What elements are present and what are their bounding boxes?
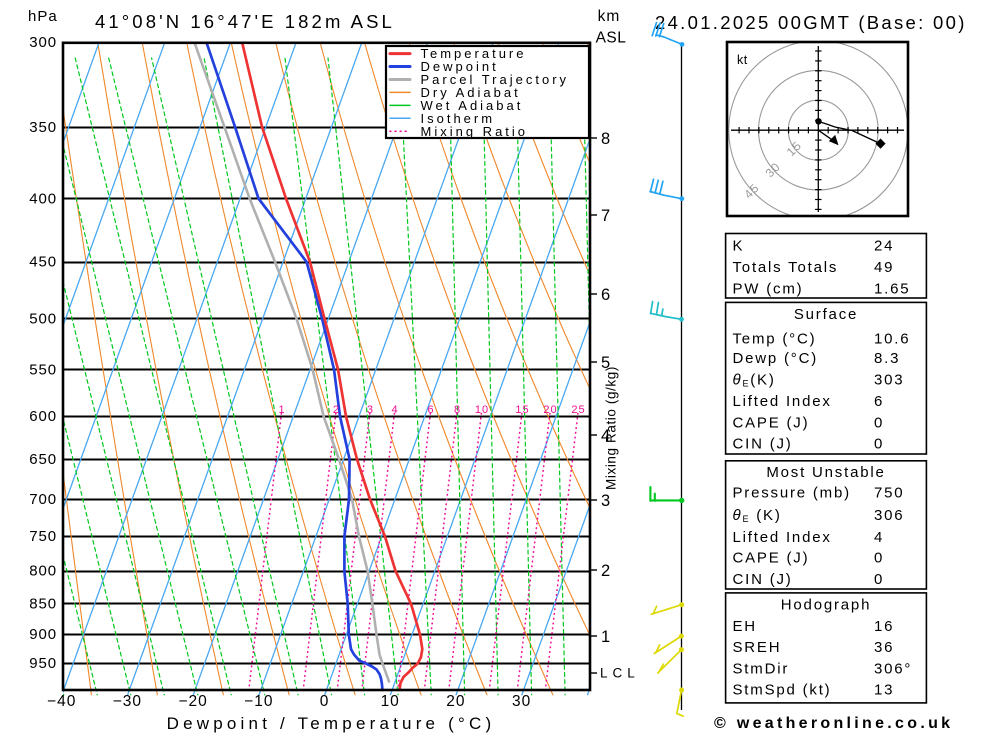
svg-text:306: 306 <box>874 507 904 524</box>
svg-text:−10: −10 <box>244 693 273 710</box>
svg-text:400: 400 <box>29 191 57 208</box>
svg-text:1: 1 <box>601 628 610 646</box>
svg-text:8: 8 <box>454 404 461 416</box>
svg-text:303: 303 <box>874 371 904 388</box>
svg-text:km: km <box>598 8 621 25</box>
svg-text:4: 4 <box>601 427 610 445</box>
svg-text:EH: EH <box>733 618 757 635</box>
svg-text:CAPE (J): CAPE (J) <box>733 550 810 567</box>
svg-text:10: 10 <box>475 404 489 416</box>
svg-text:Dewpoint: Dewpoint <box>421 59 499 74</box>
svg-text:10.6: 10.6 <box>874 330 910 347</box>
svg-text:CAPE (J): CAPE (J) <box>733 414 810 431</box>
svg-text:500: 500 <box>29 310 57 327</box>
svg-text:6: 6 <box>874 393 884 410</box>
svg-text:PW (cm): PW (cm) <box>733 280 804 297</box>
svg-text:3: 3 <box>601 492 610 510</box>
svg-text:Pressure (mb): Pressure (mb) <box>733 485 851 502</box>
svg-text:7: 7 <box>601 207 610 225</box>
svg-text:Wet Adiabat: Wet Adiabat <box>421 98 524 113</box>
svg-text:Dewp (°C): Dewp (°C) <box>733 350 819 367</box>
svg-text:13: 13 <box>874 682 894 699</box>
svg-text:950: 950 <box>29 655 57 672</box>
svg-text:© weatheronline.co.uk: © weatheronline.co.uk <box>714 715 953 732</box>
svg-text:2: 2 <box>333 404 340 416</box>
svg-text:CIN (J): CIN (J) <box>733 435 793 452</box>
svg-text:Mixing Ratio: Mixing Ratio <box>421 124 529 139</box>
svg-text:0: 0 <box>874 571 884 588</box>
svg-text:750: 750 <box>874 485 904 502</box>
svg-text:16: 16 <box>874 618 894 635</box>
svg-text:24.01.2025 00GMT (Base: 00): 24.01.2025 00GMT (Base: 00) <box>655 12 967 33</box>
svg-text:−40: −40 <box>47 693 76 710</box>
svg-text:hPa: hPa <box>28 8 58 25</box>
svg-text:Hodograph: Hodograph <box>781 597 871 614</box>
svg-text:K: K <box>733 238 745 255</box>
svg-text:25: 25 <box>571 404 585 416</box>
svg-text:306°: 306° <box>874 660 912 677</box>
svg-text:4: 4 <box>391 404 398 416</box>
svg-text:Temp (°C): Temp (°C) <box>733 330 817 347</box>
svg-text:24: 24 <box>874 238 894 255</box>
svg-text:8: 8 <box>601 130 610 148</box>
svg-text:θE (K): θE (K) <box>733 507 782 524</box>
svg-text:8.3: 8.3 <box>874 350 900 367</box>
svg-text:StmDir: StmDir <box>733 660 790 677</box>
svg-text:600: 600 <box>29 408 57 425</box>
svg-text:0: 0 <box>320 693 330 710</box>
svg-text:650: 650 <box>29 451 57 468</box>
svg-text:5: 5 <box>601 354 610 372</box>
svg-text:450: 450 <box>29 254 57 271</box>
svg-text:Mixing Ratio (g/kg): Mixing Ratio (g/kg) <box>604 366 619 490</box>
svg-text:1.65: 1.65 <box>874 280 910 297</box>
svg-text:ASL: ASL <box>596 30 627 47</box>
svg-text:Lifted Index: Lifted Index <box>733 393 832 410</box>
svg-text:θE(K): θE(K) <box>733 371 776 388</box>
svg-text:36: 36 <box>874 639 894 656</box>
svg-text:−20: −20 <box>178 693 207 710</box>
svg-text:SREH: SREH <box>733 639 782 656</box>
svg-text:StmSpd (kt): StmSpd (kt) <box>733 682 832 699</box>
svg-text:4: 4 <box>874 529 884 546</box>
svg-text:550: 550 <box>29 362 57 379</box>
svg-text:6: 6 <box>601 286 610 304</box>
svg-text:350: 350 <box>29 119 57 136</box>
svg-text:Lifted Index: Lifted Index <box>733 529 832 546</box>
svg-text:6: 6 <box>427 404 434 416</box>
svg-text:30: 30 <box>512 693 531 710</box>
svg-text:15: 15 <box>515 404 529 416</box>
svg-text:3: 3 <box>367 404 374 416</box>
svg-text:kt: kt <box>737 53 748 67</box>
svg-text:Surface: Surface <box>794 306 858 323</box>
svg-text:Dry Adiabat: Dry Adiabat <box>421 85 521 100</box>
svg-text:1: 1 <box>278 404 285 416</box>
svg-text:Temperature: Temperature <box>421 46 527 61</box>
svg-text:900: 900 <box>29 626 57 643</box>
svg-text:−30: −30 <box>113 693 142 710</box>
svg-text:750: 750 <box>29 528 57 545</box>
svg-text:850: 850 <box>29 595 57 612</box>
svg-text:49: 49 <box>874 259 894 276</box>
svg-text:20: 20 <box>543 404 557 416</box>
svg-text:41°08'N 16°47'E 182m ASL: 41°08'N 16°47'E 182m ASL <box>95 11 395 32</box>
svg-text:0: 0 <box>874 435 884 452</box>
svg-text:2: 2 <box>601 562 610 580</box>
svg-text:0: 0 <box>874 550 884 567</box>
svg-text:20: 20 <box>446 693 465 710</box>
svg-text:300: 300 <box>29 34 57 51</box>
svg-text:Totals Totals: Totals Totals <box>733 259 839 276</box>
svg-text:Most Unstable: Most Unstable <box>766 464 885 481</box>
svg-text:700: 700 <box>29 491 57 508</box>
svg-text:Parcel Trajectory: Parcel Trajectory <box>421 72 570 87</box>
svg-text:0: 0 <box>874 414 884 431</box>
svg-text:CIN (J): CIN (J) <box>733 571 793 588</box>
svg-text:10: 10 <box>381 693 400 710</box>
svg-text:LCL: LCL <box>600 666 640 681</box>
svg-text:Isotherm: Isotherm <box>421 111 496 126</box>
svg-text:800: 800 <box>29 563 57 580</box>
svg-text:Dewpoint / Temperature (°C): Dewpoint / Temperature (°C) <box>167 714 496 733</box>
